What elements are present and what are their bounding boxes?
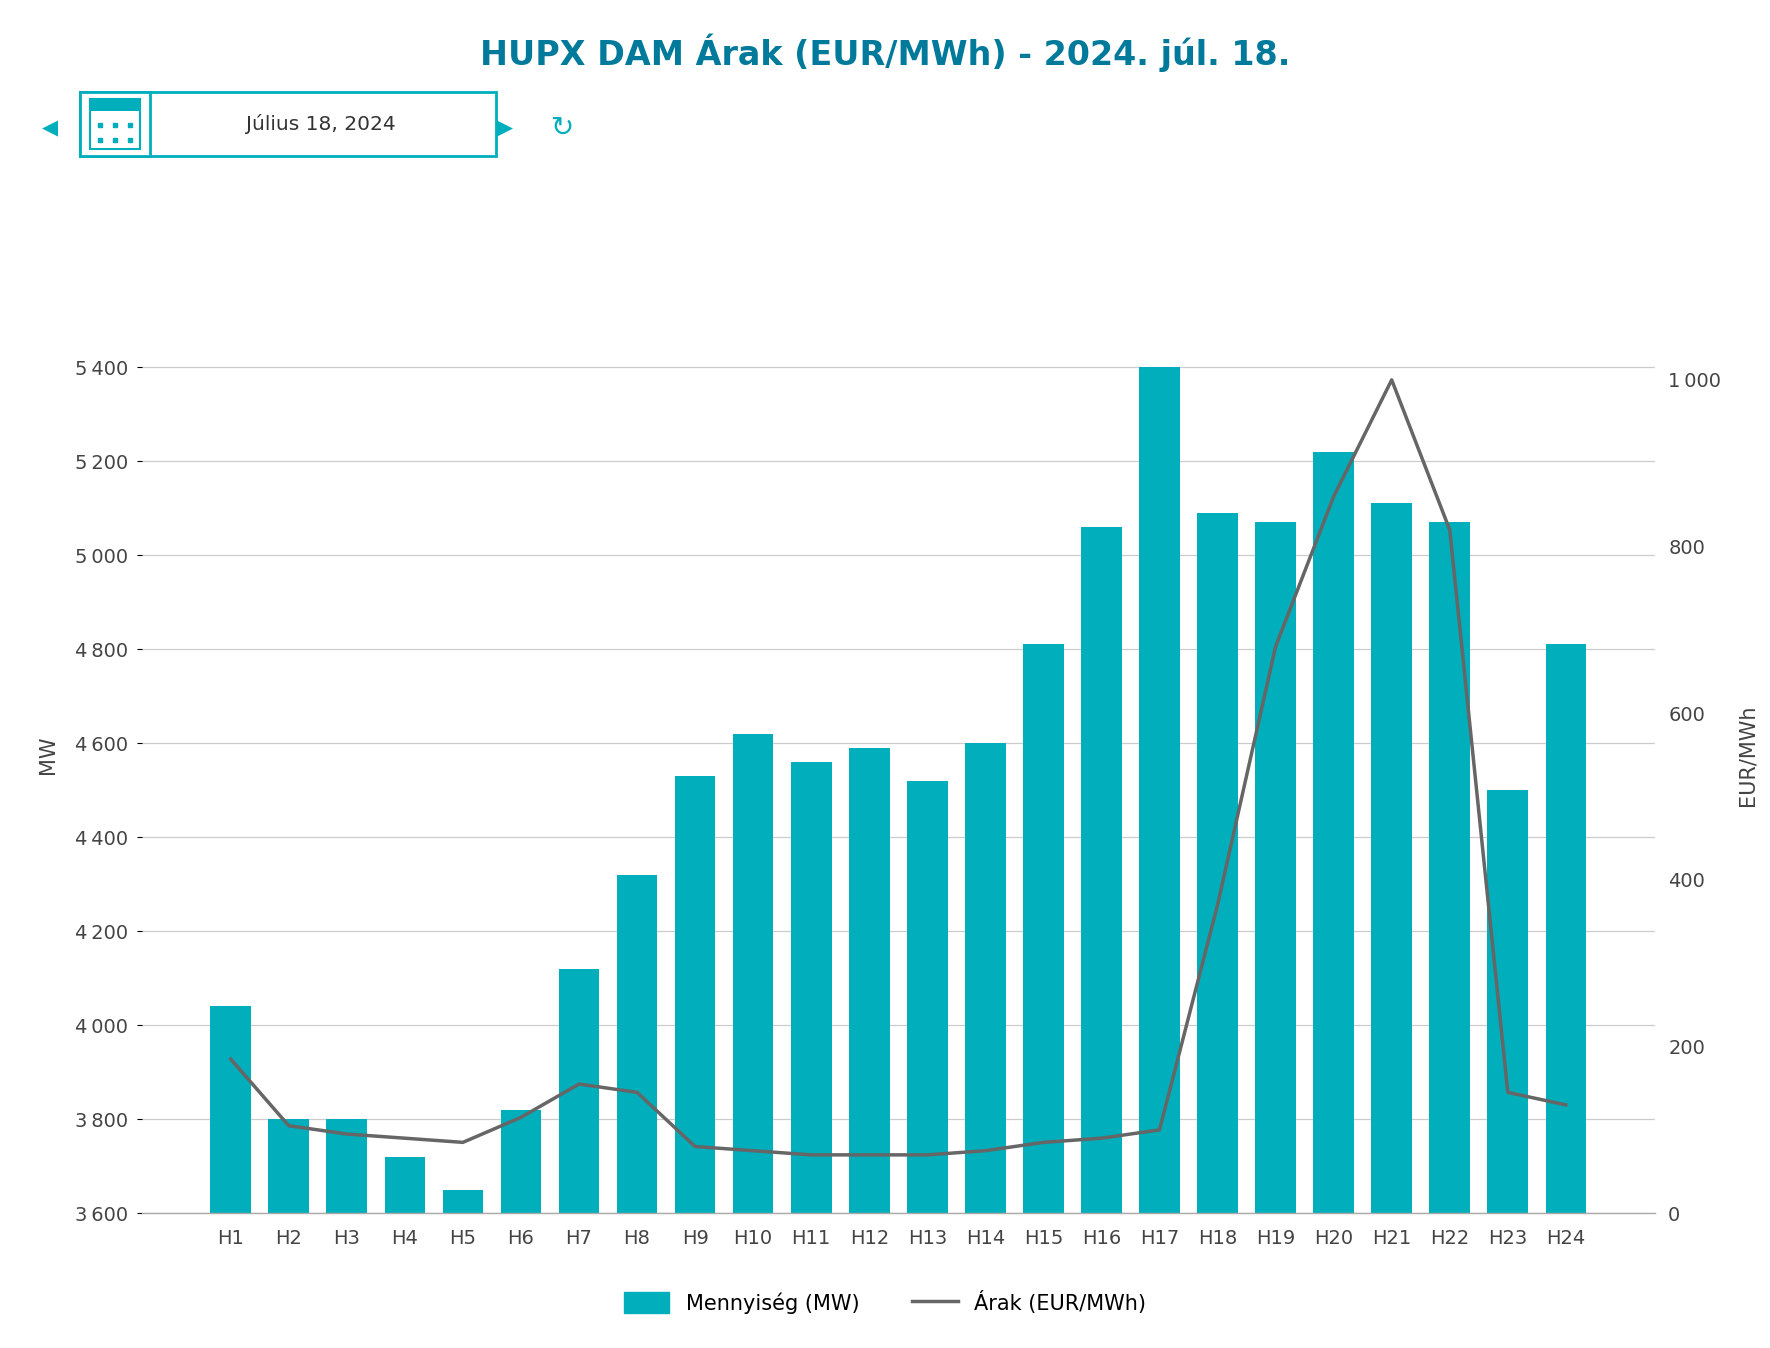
Bar: [559, 969, 600, 1348]
Legend: Mennyiség (MW), Árak (EUR/MWh): Mennyiség (MW), Árak (EUR/MWh): [612, 1281, 1158, 1324]
Bar: [965, 743, 1005, 1348]
Bar: [1081, 527, 1122, 1348]
Bar: [442, 1190, 483, 1348]
Bar: [674, 776, 715, 1348]
Text: HUPX DAM Árak (EUR/MWh) - 2024. júl. 18.: HUPX DAM Árak (EUR/MWh) - 2024. júl. 18.: [480, 34, 1290, 73]
Bar: [1430, 522, 1471, 1348]
Text: Július 18, 2024: Július 18, 2024: [246, 115, 396, 133]
Y-axis label: EUR/MWh: EUR/MWh: [1738, 704, 1758, 806]
Bar: [1197, 512, 1237, 1348]
FancyBboxPatch shape: [80, 92, 150, 156]
Bar: [501, 1109, 542, 1348]
Bar: [211, 1007, 251, 1348]
Bar: [1255, 522, 1296, 1348]
Text: ↻: ↻: [550, 115, 575, 142]
FancyBboxPatch shape: [80, 92, 496, 156]
Text: ▶: ▶: [496, 119, 513, 137]
Bar: [850, 748, 890, 1348]
FancyBboxPatch shape: [90, 100, 140, 111]
Bar: [616, 875, 657, 1348]
Bar: [791, 762, 832, 1348]
Bar: [384, 1157, 425, 1348]
Bar: [1487, 790, 1528, 1348]
Bar: [1023, 644, 1064, 1348]
Bar: [733, 733, 773, 1348]
Bar: [1545, 644, 1586, 1348]
Y-axis label: MW: MW: [39, 736, 58, 774]
Bar: [1372, 503, 1412, 1348]
Bar: [906, 780, 947, 1348]
Bar: [326, 1119, 366, 1348]
FancyBboxPatch shape: [90, 100, 140, 148]
Bar: [269, 1119, 310, 1348]
Bar: [1313, 452, 1354, 1348]
Bar: [1140, 367, 1181, 1348]
Text: ◀: ◀: [41, 119, 58, 137]
